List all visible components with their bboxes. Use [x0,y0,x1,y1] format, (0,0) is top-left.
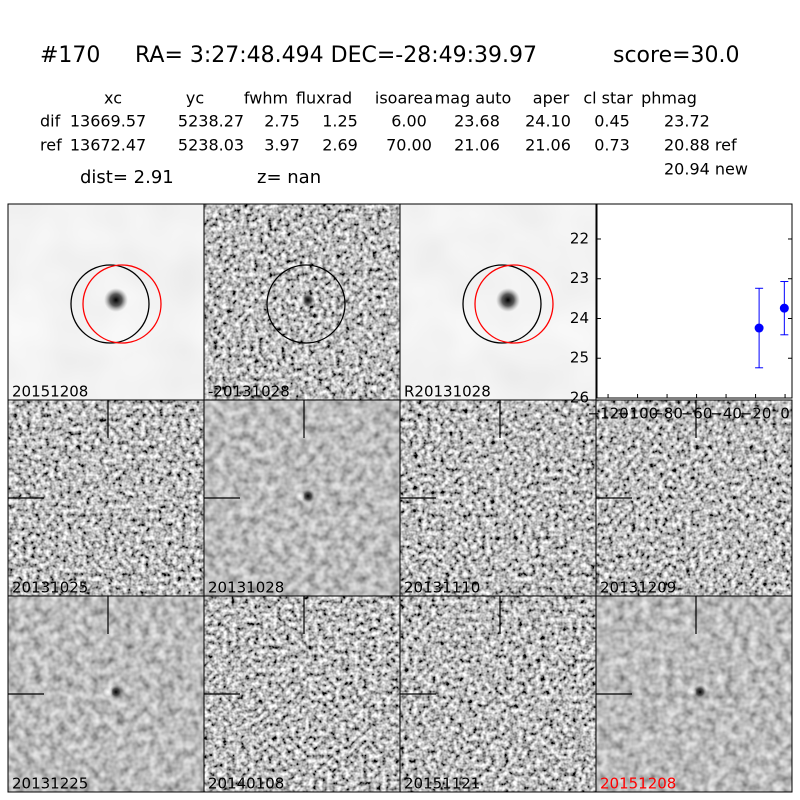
table-cell: ref [40,136,62,155]
table-cell: 2.75 [264,112,300,131]
table-cell: 6.00 [391,112,427,131]
table-cell: 23.68 [454,112,500,131]
aperture-ref [474,264,554,344]
table-cell: 5238.03 [178,136,244,155]
table-cell: 24.10 [525,112,571,131]
table-cell: 0.45 [594,112,630,131]
column-header: xc [104,89,122,108]
x-tick-label: −20 [740,405,772,423]
source-pos [295,491,305,501]
stamp-label: 20131028 [208,579,284,597]
stamp-frame [595,595,793,793]
table-cell: dif [40,112,61,131]
distance: dist= 2.91 [80,167,174,188]
table-cell: 5238.27 [178,112,244,131]
table-cell: 1.25 [322,112,358,131]
column-header: fluxrad [296,89,352,108]
table-cell: 21.06 [525,136,571,155]
point [779,303,789,313]
table-cell: 21.06 [454,136,500,155]
new-mag: 20.94 new [664,160,748,179]
source [693,685,707,699]
source [301,489,315,503]
stamp-label: 20151208 [12,383,88,401]
stamp-label: -20131028 [208,383,290,401]
source [496,288,520,312]
stamp-label: 20131209 [600,579,676,597]
stamp-label: 20151208 [600,775,676,793]
stamp-label: 20131225 [12,775,88,793]
x-tick-label: −120 [587,405,628,423]
coordinates: RA= 3:27:48.494 DEC=-28:49:39.97 [135,43,537,68]
column-header: isoarea [375,89,433,108]
source-pos [687,687,697,697]
source [109,685,123,699]
source-pos [295,295,305,305]
source-pos [103,687,113,697]
x-tick-label: −80 [651,405,683,423]
table-cell: 20.88 ref [664,136,737,155]
column-header: phmag [641,89,697,108]
column-header: aper [533,89,570,108]
table-cell: 13669.57 [70,112,146,131]
x-tick-label: 0 [780,405,790,423]
table-cell: 70.00 [386,136,432,155]
table-cell: 3.97 [264,136,300,155]
aperture [70,264,150,344]
point [754,323,764,333]
column-header: fwhm [244,89,288,108]
column-header: cl star [583,89,633,108]
x-tick-label: −100 [617,405,658,423]
stamp-label: R20131028 [404,383,491,401]
source [104,288,128,312]
stamp-label: 20131110 [404,579,480,597]
table-cell: 2.69 [322,136,358,155]
stamp-label: 20140108 [208,775,284,793]
aperture-ref [82,264,162,344]
table-cell: 23.72 [664,112,710,131]
y-tick-label: 24 [570,309,589,327]
y-tick-label: 25 [570,349,589,367]
x-tick-label: −60 [681,405,713,423]
score: score=30.0 [613,43,740,68]
stamp-label: 20131025 [12,579,88,597]
table-cell: 13672.47 [70,136,146,155]
x-tick-label: −40 [710,405,742,423]
table-cell: 0.73 [594,136,630,155]
y-tick-label: 23 [570,269,589,287]
redshift: z= nan [257,167,321,188]
y-tick-label: 22 [570,229,589,247]
aperture [266,264,346,344]
source [301,293,315,307]
column-header: yc [186,89,204,108]
plot-area [596,203,793,399]
aperture [462,264,542,344]
column-header: mag auto [435,89,512,108]
stamp-label: 20151121 [404,775,480,793]
candidate-id: #170 [40,43,100,68]
y-tick-label: 26 [570,389,589,407]
